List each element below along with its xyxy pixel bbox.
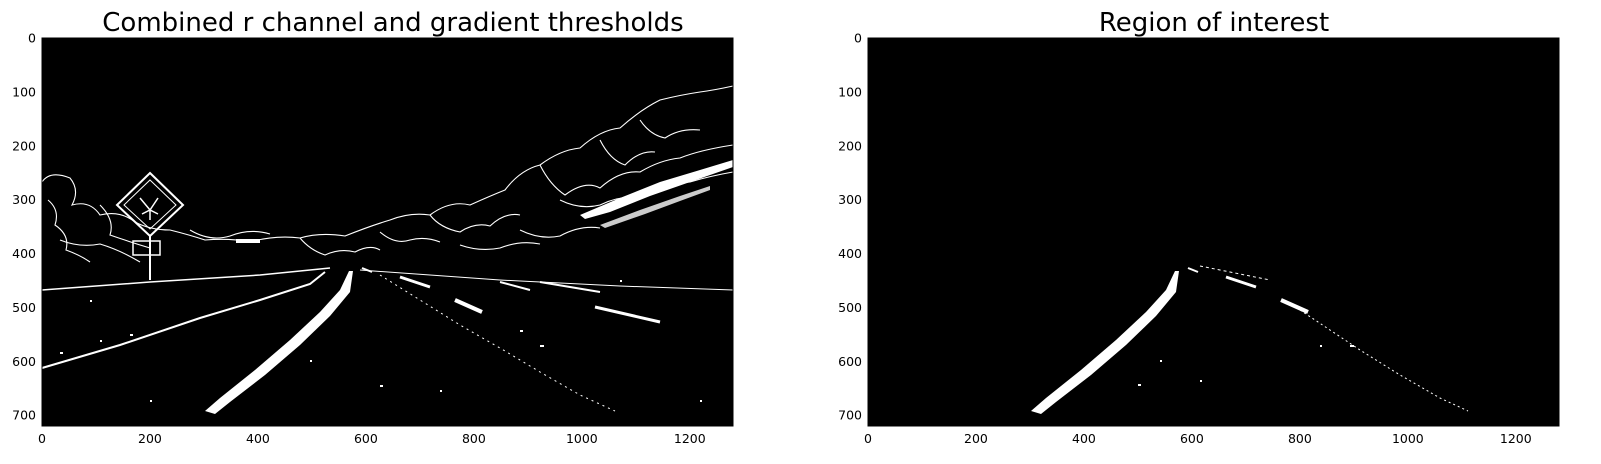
panel-right: Region of interest 0 200 400 600 800 1000 1200… [838, 8, 1560, 447]
panel-left-image [41, 38, 734, 426]
ytick-label: 400 [12, 246, 36, 261]
xtick-label: 400 [1072, 431, 1096, 446]
ytick-label: 600 [12, 354, 36, 369]
panel-left: Combined r channel and gradient threshol… [12, 8, 734, 447]
ytick-label: 700 [12, 408, 36, 423]
xtick-label: 600 [354, 431, 378, 446]
xtick-label: 800 [1288, 431, 1312, 446]
ytick-label: 200 [12, 138, 36, 153]
ytick-label: 0 [854, 31, 862, 46]
xtick-label: 200 [964, 431, 988, 446]
xtick-label: 200 [138, 431, 162, 446]
panel-left-title: Combined r channel and gradient threshol… [102, 8, 683, 38]
ytick-label: 200 [838, 138, 862, 153]
xtick-label: 800 [462, 431, 486, 446]
ytick-label: 500 [838, 300, 862, 315]
ytick-label: 100 [838, 84, 862, 99]
panel-left-ticks: 0 200 400 600 800 1000 1200 0 100 200 300 400 500 600… [12, 31, 706, 447]
panel-right-title: Region of interest [1099, 8, 1329, 38]
ytick-label: 400 [838, 246, 862, 261]
ytick-label: 700 [838, 408, 862, 423]
xtick-label: 600 [1180, 431, 1204, 446]
xtick-label: 1000 [566, 431, 598, 446]
xtick-label: 0 [38, 431, 46, 446]
panel-left-frame [41, 37, 734, 427]
ytick-label: 300 [838, 192, 862, 207]
ytick-label: 0 [28, 31, 36, 46]
xtick-label: 1200 [674, 431, 706, 446]
xtick-label: 1000 [1392, 431, 1424, 446]
panel-right-ticks: 0 200 400 600 800 1000 1200 0 100 200 300 400 500 600… [838, 31, 1532, 447]
panel-right-image [868, 38, 1559, 426]
xtick-label: 0 [864, 431, 872, 446]
ytick-label: 100 [12, 84, 36, 99]
ytick-label: 300 [12, 192, 36, 207]
xtick-label: 400 [246, 431, 270, 446]
xtick-label: 1200 [1500, 431, 1532, 446]
ytick-label: 500 [12, 300, 36, 315]
ytick-label: 600 [838, 354, 862, 369]
panel-right-frame [867, 37, 1560, 427]
